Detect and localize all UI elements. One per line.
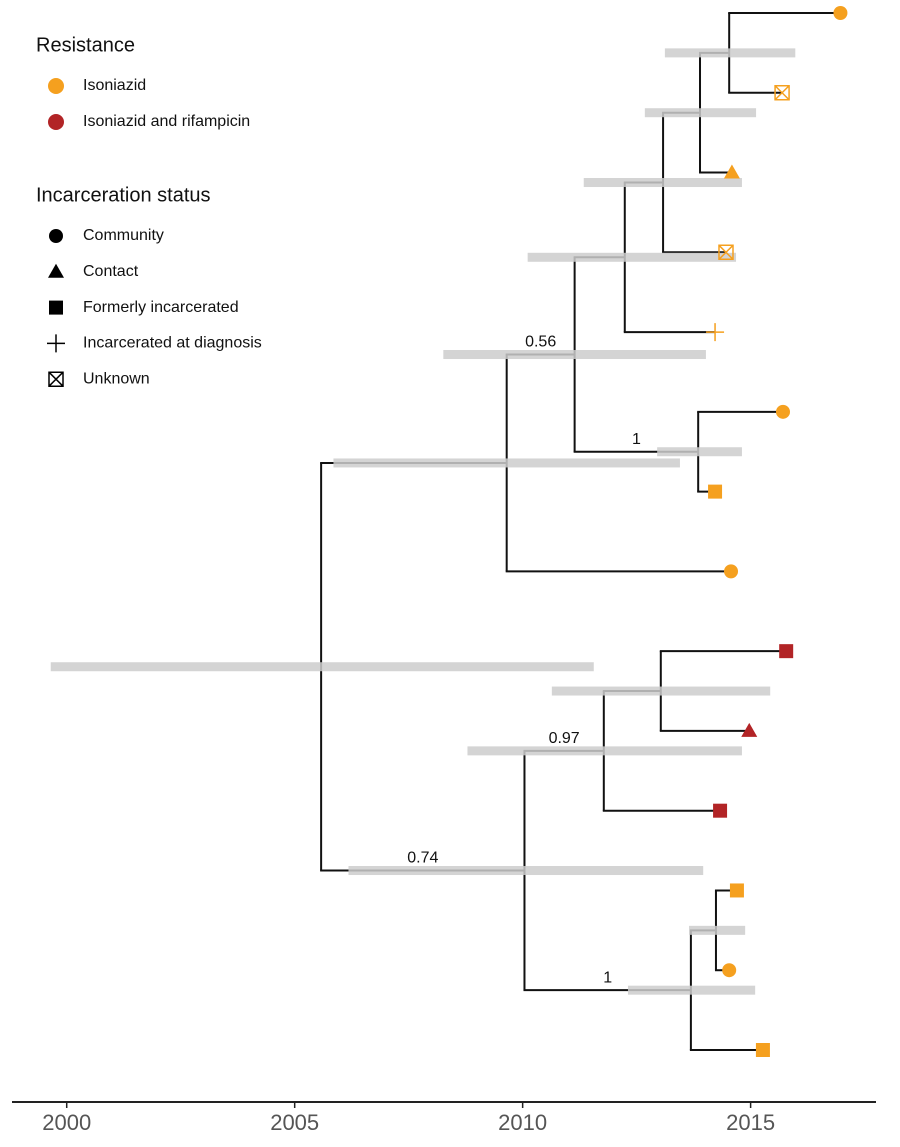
x-tick-label: 2005 xyxy=(270,1110,319,1135)
tip-marker xyxy=(755,1043,770,1057)
hpd-bar xyxy=(348,866,704,876)
tip-marker xyxy=(779,644,794,659)
legend-label: Unknown xyxy=(83,370,150,387)
support-label: 0.56 xyxy=(525,334,556,351)
hpd-bar xyxy=(443,350,706,360)
support-label: 0.74 xyxy=(407,850,438,867)
support-label: 1 xyxy=(603,969,612,986)
branch-layer: 0.56 1 0.74 0.97 1 xyxy=(320,12,841,1051)
tip-marker xyxy=(724,564,739,579)
hpd-bar xyxy=(467,746,742,756)
hpd-bar xyxy=(644,108,757,118)
tip-marker xyxy=(775,404,790,419)
x-tick-label: 2010 xyxy=(498,1110,547,1135)
tip-layer xyxy=(706,6,848,1057)
hpd-bar xyxy=(527,252,737,262)
tip-marker xyxy=(708,484,723,499)
tip-marker xyxy=(774,85,790,101)
legend-title: Resistance xyxy=(36,34,135,56)
legend: Resistance Incarceration status Isoniazi… xyxy=(36,34,262,387)
legend-swatch xyxy=(48,263,64,278)
x-axis: 2000 2005 2010 2015 xyxy=(12,1101,876,1135)
tip-marker xyxy=(713,803,728,818)
tip-marker xyxy=(741,722,758,737)
tip-marker xyxy=(729,883,744,898)
legend-label: Formerly incarcerated xyxy=(83,299,239,316)
hpd-bar xyxy=(50,662,594,672)
support-label: 1 xyxy=(632,431,641,448)
hpd-bar xyxy=(627,985,756,995)
legend-swatch xyxy=(48,114,64,130)
hpd-bar xyxy=(583,178,742,188)
legend-label: Contact xyxy=(83,263,139,280)
legend-swatch xyxy=(48,78,64,94)
hpd-bar xyxy=(689,925,746,935)
hpd-bar xyxy=(551,686,771,696)
tip-marker xyxy=(833,6,848,20)
tip-marker xyxy=(723,164,740,179)
hpd-layer xyxy=(50,48,796,995)
tip-marker xyxy=(718,244,734,261)
legend-label: Community xyxy=(83,227,164,244)
legend-swatch xyxy=(47,334,65,353)
hpd-bar xyxy=(664,48,796,58)
legend-title: Incarceration status xyxy=(36,184,211,206)
legend-swatch xyxy=(49,229,63,243)
legend-label: Isoniazid and rifampicin xyxy=(83,113,250,130)
tip-marker xyxy=(722,963,737,978)
x-tick-label: 2015 xyxy=(726,1110,775,1135)
legend-label: Incarcerated at diagnosis xyxy=(83,335,262,352)
legend-label: Isoniazid xyxy=(83,77,146,94)
hpd-bar xyxy=(333,458,680,468)
legend-swatch xyxy=(49,300,63,315)
hpd-bar xyxy=(657,447,742,457)
tip-marker xyxy=(706,323,725,342)
legend-swatch xyxy=(48,371,64,387)
support-label: 0.97 xyxy=(549,730,580,747)
x-tick-label: 2000 xyxy=(42,1110,91,1135)
